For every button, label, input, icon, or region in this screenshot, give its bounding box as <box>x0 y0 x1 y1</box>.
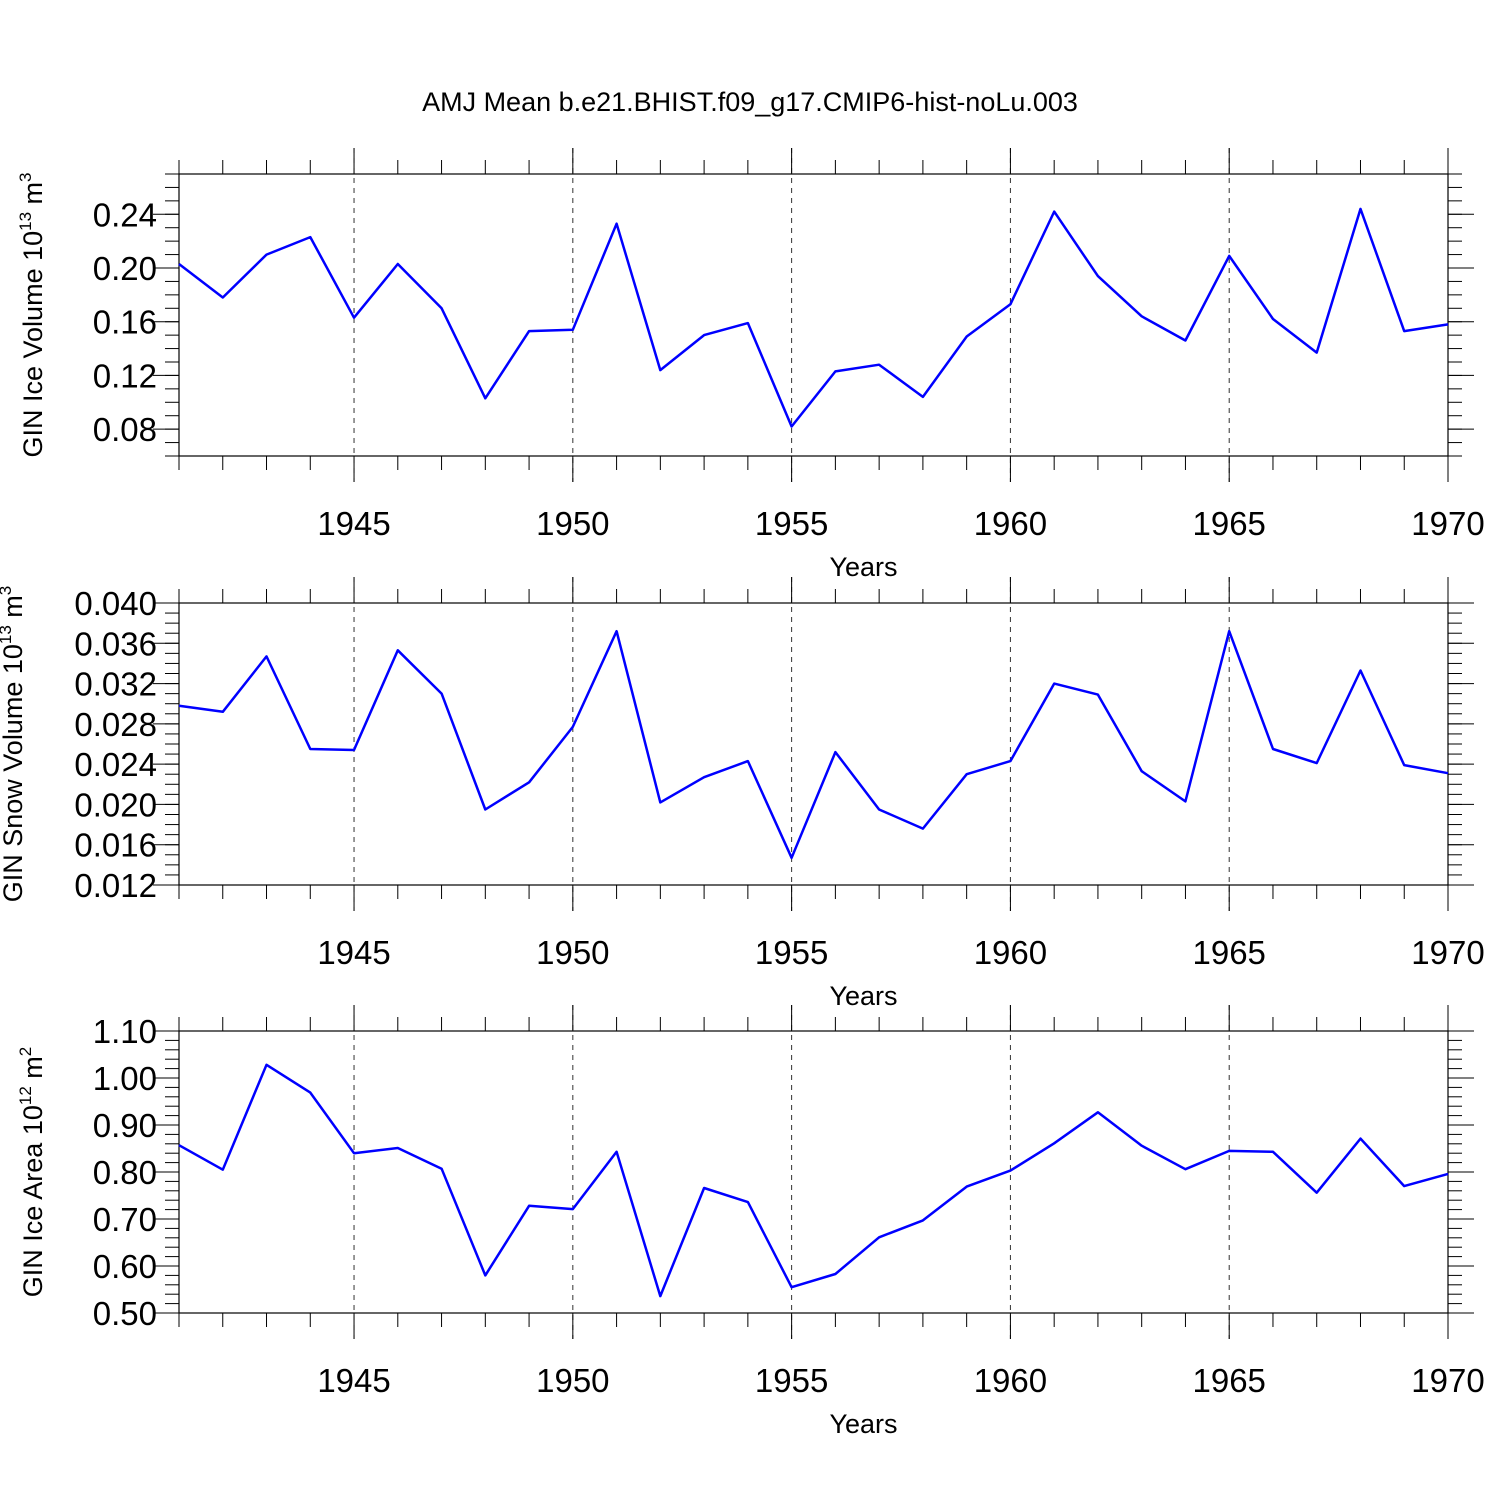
ice-volume-xtick-label: 1945 <box>317 505 390 542</box>
snow-volume-ytick-label: 0.016 <box>74 827 157 864</box>
snow-volume-xtick-label: 1955 <box>755 934 828 971</box>
ice-area-ytick-label: 0.70 <box>93 1201 157 1238</box>
ice-volume-series-line <box>178 207 1449 428</box>
ice-area-ytick-label: 0.80 <box>93 1154 157 1191</box>
panel-ice-area: 1945 1950 1955 1960 1965 1970 Years 0.50 0.60 0.7… <box>16 1005 1485 1439</box>
snow-volume-series-line <box>178 629 1449 860</box>
snow-volume-ytick-label: 0.032 <box>74 666 157 703</box>
ice-area-xtick-label: 1970 <box>1411 1362 1484 1399</box>
snow-volume-xlabel: Years <box>829 981 897 1011</box>
snow-volume-xtick-label: 1965 <box>1192 934 1265 971</box>
snow-volume-xtick-label: 1970 <box>1411 934 1484 971</box>
ice-volume-ytick-label: 0.24 <box>93 196 157 233</box>
panel-ice-volume: 1945 1950 1955 1960 1965 1970 Years 0.08 0.12 0.1… <box>16 148 1485 582</box>
ice-volume-xtick-label: 1950 <box>536 505 609 542</box>
snow-volume-ytick-label: 0.012 <box>74 867 157 904</box>
ice-area-ytick-label: 0.90 <box>93 1107 157 1144</box>
snow-volume-plot-frame <box>178 602 1449 886</box>
ice-area-xlabel: Years <box>829 1409 897 1439</box>
snow-volume-ytick-label: 0.020 <box>74 786 157 823</box>
ice-area-xtick-label: 1965 <box>1192 1362 1265 1399</box>
ice-volume-ylabel: GIN Ice Volume 1013 m3 <box>16 172 48 457</box>
ice-area-xtick-label: 1945 <box>317 1362 390 1399</box>
ice-area-xtick-label: 1950 <box>536 1362 609 1399</box>
ice-volume-xtick-label: 1955 <box>755 505 828 542</box>
snow-volume-ytick-label: 0.036 <box>74 625 157 662</box>
chart-title: AMJ Mean b.e21.BHIST.f09_g17.CMIP6-hist-… <box>422 87 1078 117</box>
ice-volume-xtick-label: 1960 <box>974 505 1047 542</box>
ice-volume-xlabel: Years <box>829 552 897 582</box>
snow-volume-xtick-label: 1945 <box>317 934 390 971</box>
snow-volume-xtick-label: 1960 <box>974 934 1047 971</box>
ice-area-xtick-label: 1960 <box>974 1362 1047 1399</box>
snow-volume-ylabel: GIN Snow Volume 1013 m3 <box>0 586 28 903</box>
snow-volume-ytick-label: 0.028 <box>74 706 157 743</box>
ice-volume-plot-frame <box>178 173 1449 457</box>
ice-area-ytick-label: 1.00 <box>93 1060 157 1097</box>
snow-volume-ytick-label: 0.024 <box>74 746 157 783</box>
ice-area-plot-frame <box>178 1030 1449 1314</box>
ice-volume-ytick-label: 0.16 <box>93 304 157 341</box>
ice-volume-ytick-label: 0.08 <box>93 411 157 448</box>
ice-area-ylabel: GIN Ice Area 1012 m2 <box>16 1047 48 1298</box>
ice-volume-xtick-label: 1970 <box>1411 505 1484 542</box>
ice-volume-ytick-label: 0.12 <box>93 357 157 394</box>
ice-area-xtick-label: 1955 <box>755 1362 828 1399</box>
snow-volume-ytick-label: 0.040 <box>74 585 157 622</box>
ice-volume-xtick-label: 1965 <box>1192 505 1265 542</box>
snow-volume-xtick-label: 1950 <box>536 934 609 971</box>
ice-area-ytick-label: 0.60 <box>93 1248 157 1285</box>
ice-area-series-line <box>178 1063 1449 1298</box>
ice-area-ytick-label: 0.50 <box>93 1295 157 1332</box>
ice-volume-ytick-label: 0.20 <box>93 250 157 287</box>
ice-area-ytick-label: 1.10 <box>93 1013 157 1050</box>
